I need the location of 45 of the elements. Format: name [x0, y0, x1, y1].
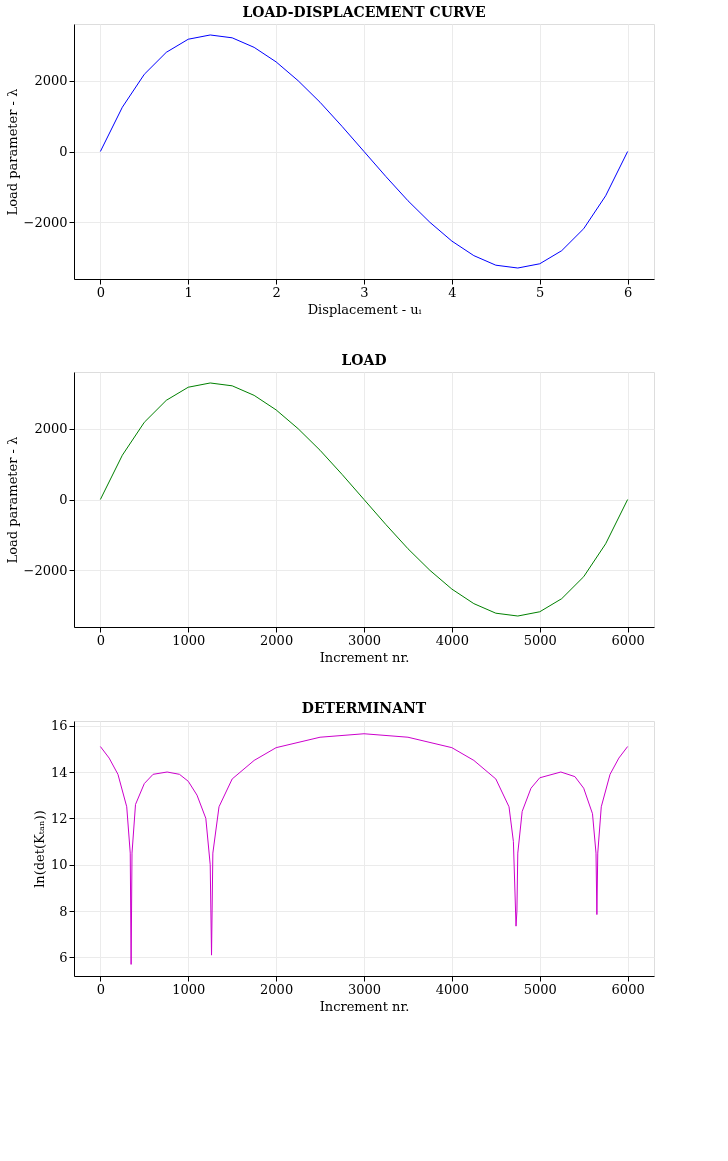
- y-tick-label: 12: [50, 810, 68, 826]
- line-series: [99, 34, 629, 269]
- y-tick-label: 0: [59, 144, 68, 159]
- x-tick-label: 0: [96, 284, 105, 300]
- x-tick-label: 5000: [523, 632, 557, 648]
- y-tick-label: 10: [50, 857, 68, 873]
- x-tick-label: 6000: [611, 632, 645, 648]
- chart-title: LOAD-DISPLACEMENT CURVE: [242, 4, 486, 20]
- x-tick-label: 3000: [347, 981, 382, 997]
- x-tick-label: 1000: [172, 632, 206, 648]
- x-tick-label: 2000: [260, 981, 294, 997]
- y-tick-label: 16: [50, 718, 68, 734]
- x-tick-label: 4000: [435, 632, 469, 648]
- y-axis-title: Load parameter - λ: [4, 88, 20, 216]
- x-tick-label: 5000: [523, 981, 557, 997]
- x-tick-label: 0: [96, 981, 105, 997]
- y-tick-label: 6: [59, 949, 68, 965]
- x-tick-label: 4000: [435, 981, 469, 997]
- y-tick-label: 2000: [34, 421, 68, 437]
- y-tick-label: 8: [59, 903, 68, 919]
- x-axis-title: Increment nr.: [319, 649, 410, 665]
- y-axis-title: ln(det(Kₜₐₙ)): [31, 810, 47, 888]
- x-tick-label: 6: [624, 284, 633, 300]
- x-tick-label: 2: [272, 284, 281, 300]
- x-tick-label: 1000: [172, 981, 206, 997]
- x-tick-label: 5: [536, 284, 545, 300]
- y-tick-label: 0: [59, 492, 68, 507]
- x-tick-label: 1: [184, 284, 193, 300]
- line-series: [99, 733, 629, 965]
- y-tick-label: 2000: [34, 73, 68, 89]
- x-tick-label: 6000: [611, 981, 645, 997]
- y-axis-title: Load parameter - λ: [4, 436, 20, 564]
- line-series: [99, 382, 629, 617]
- chart-title: DETERMINANT: [301, 699, 427, 716]
- x-tick-label: 4: [448, 284, 457, 300]
- x-tick-label: 0: [96, 632, 105, 648]
- x-axis-title: Displacement - uᵢ: [307, 301, 422, 317]
- y-tick-label: 14: [50, 764, 68, 780]
- x-tick-label: 2000: [260, 632, 294, 648]
- x-tick-label: 3000: [347, 632, 382, 648]
- y-tick-label: −2000: [23, 562, 68, 578]
- x-axis-title: Increment nr.: [319, 998, 410, 1014]
- y-tick-label: −2000: [23, 214, 68, 230]
- x-tick-label: 3: [360, 284, 369, 300]
- chart-title: LOAD: [341, 352, 387, 368]
